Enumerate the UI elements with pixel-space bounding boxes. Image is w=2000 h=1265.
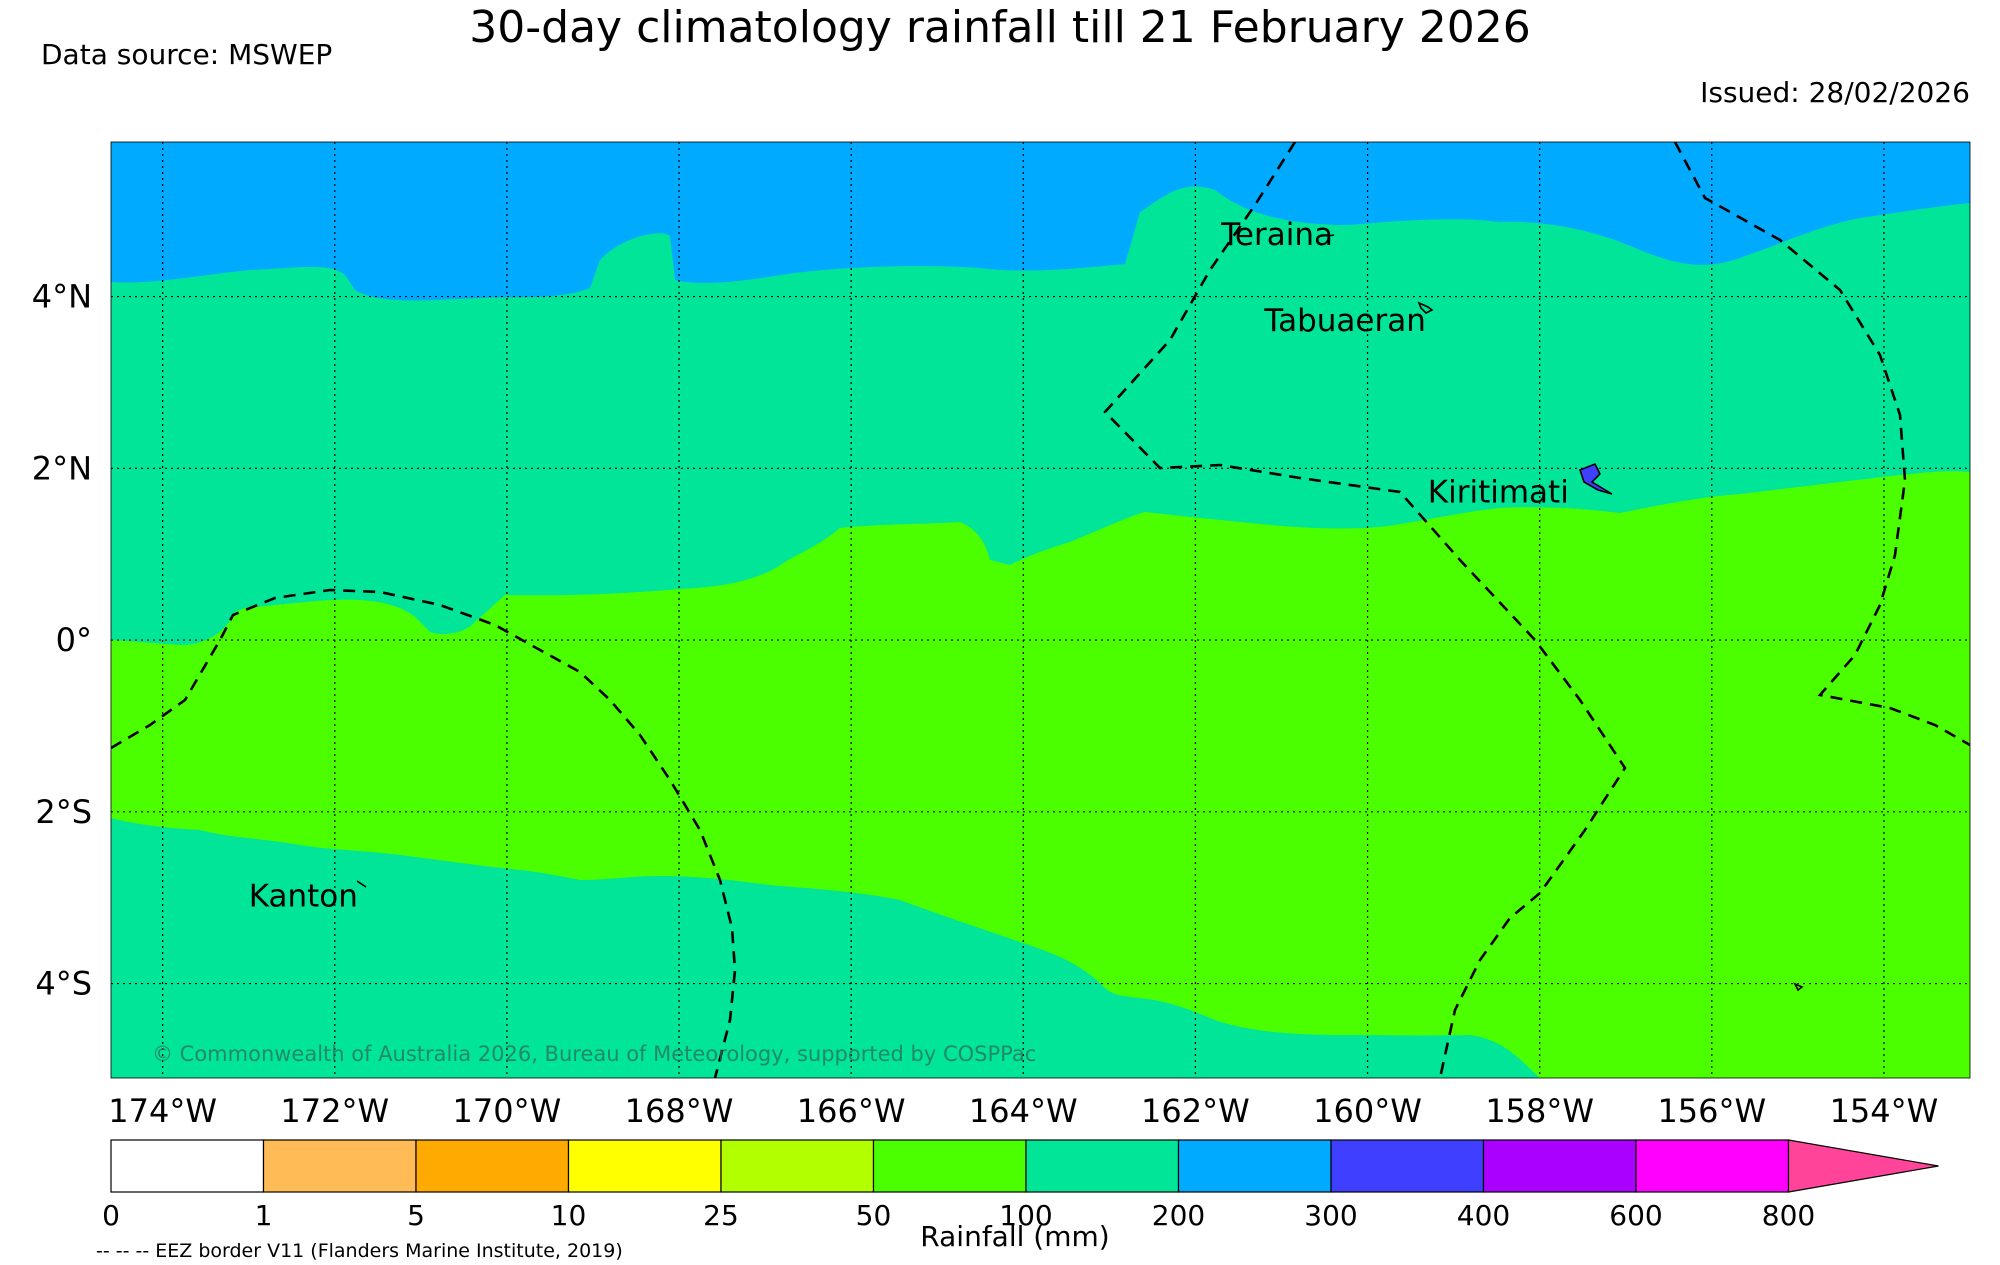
issued-date-label: Issued: 28/02/2026 [1700, 76, 1970, 109]
longitude-tick-label: 158°W [1485, 1092, 1594, 1130]
colorbar-tick-label: 800 [1762, 1199, 1815, 1232]
colorbar-swatch [1177, 1139, 1332, 1193]
island-teraina [1327, 234, 1335, 237]
longitude-tick-label: 162°W [1141, 1092, 1250, 1130]
graticule [111, 142, 1970, 1078]
place-label-kiritimati: Kiritimati [1428, 475, 1569, 511]
eez-border-line [1673, 142, 1970, 747]
data-source-label: Data source: MSWEP [41, 38, 333, 71]
colorbar-swatch [1025, 1139, 1180, 1193]
eez-border-line [1103, 142, 1627, 1078]
colorbar-tick-label: 10 [551, 1199, 587, 1232]
place-label-teraina: Teraina [1220, 217, 1333, 253]
colorbar-swatch [872, 1139, 1027, 1193]
colorbar-label: Rainfall (mm) [920, 1220, 1110, 1253]
colorbar-tick-label: 5 [407, 1199, 425, 1232]
latitude-tick-label: 2°N [32, 449, 92, 487]
eez-border-line [111, 588, 737, 1078]
longitude-tick-label: 164°W [969, 1092, 1078, 1130]
map-frame [110, 141, 1971, 1079]
island-tabuaeran [1417, 301, 1434, 314]
island-malden [1793, 982, 1804, 992]
colorbar-tick-label: 300 [1304, 1199, 1357, 1232]
longitude-tick-label: 172°W [280, 1092, 389, 1130]
latitude-tick-label: 4°N [32, 278, 92, 316]
colorbar-swatch [1330, 1139, 1485, 1193]
colorbar-swatch [1635, 1139, 1790, 1193]
latitude-tick-label: 0° [56, 621, 92, 659]
latitude-tick-label: 2°S [35, 793, 92, 831]
map-fields [111, 142, 1970, 1078]
island-kiritimati [1579, 462, 1613, 495]
longitude-tick-label: 160°W [1313, 1092, 1422, 1130]
colorbar-tick-label: 50 [856, 1199, 892, 1232]
longitude-tick-label: 154°W [1830, 1092, 1939, 1130]
latitude-axis-labels: 4°N 2°N 0° 2°S 4°S [32, 278, 92, 1003]
island-kanton [356, 880, 367, 888]
longitude-tick-label: 168°W [625, 1092, 734, 1130]
copyright-notice: © Commonwealth of Australia 2026, Bureau… [152, 1042, 1036, 1066]
longitude-tick-label: 170°W [453, 1092, 562, 1130]
colorbar-tick-label: 1 [255, 1199, 273, 1232]
colorbar-tick-label: 100 [999, 1199, 1052, 1232]
place-label-tabuaeran: Tabuaeran [1263, 303, 1426, 339]
colorbar-tick-label: 600 [1609, 1199, 1662, 1232]
colorbar-tick-label: 400 [1457, 1199, 1510, 1232]
colorbar-swatch [110, 1139, 265, 1193]
longitude-tick-label: 174°W [108, 1092, 217, 1130]
island-outlines [356, 234, 1804, 992]
colorbar-tick-label: 25 [703, 1199, 739, 1232]
eez-borders [111, 142, 1970, 1078]
colorbar-tick-label: 200 [1152, 1199, 1205, 1232]
map-title: 30-day climatology rainfall till 21 Febr… [469, 2, 1531, 53]
colorbar-swatch [720, 1139, 875, 1193]
longitude-tick-label: 166°W [797, 1092, 906, 1130]
colorbar-swatch [1482, 1139, 1637, 1193]
place-labels: Teraina Tabuaeran Kiritimati Kanton [249, 217, 1569, 914]
longitude-axis-labels: 174°W 172°W 170°W 168°W 166°W 164°W 162°W 160°W… [108, 1092, 1938, 1130]
eez-legend-note: -- -- -- EEZ border V11 (Flanders Marine… [96, 1240, 623, 1262]
colorbar-tick-label: 0 [102, 1199, 120, 1232]
colorbar-extension-arrow [1787, 1139, 1939, 1193]
longitude-tick-label: 156°W [1657, 1092, 1766, 1130]
colorbar-swatch [567, 1139, 722, 1193]
latitude-tick-label: 4°S [35, 965, 92, 1003]
colorbar-swatch [262, 1139, 417, 1193]
place-label-kanton: Kanton [249, 878, 358, 914]
colorbar-swatch [415, 1139, 570, 1193]
colorbar: 0 1 5 10 25 50 100 200 300 400 600 800 [102, 1139, 1939, 1232]
